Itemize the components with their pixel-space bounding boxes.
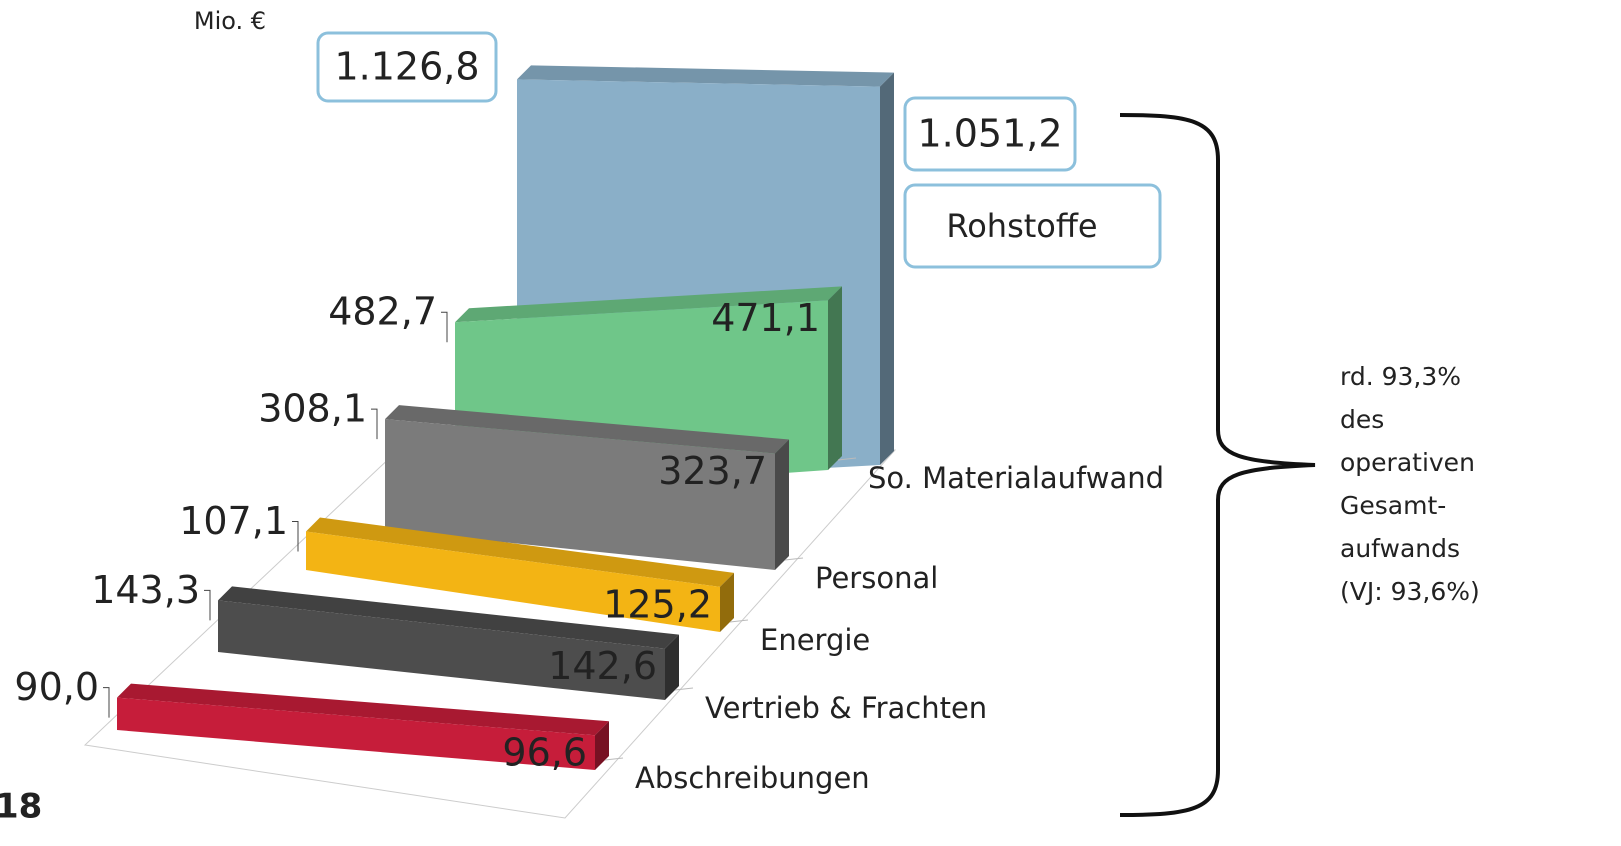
tick <box>674 687 694 691</box>
value-label: 482,7 <box>328 290 437 334</box>
annotation-line: aufwands <box>1340 534 1460 563</box>
bar-side <box>828 286 842 470</box>
value-label: 125,2 <box>603 582 712 626</box>
leader <box>204 589 211 621</box>
bar <box>218 600 665 700</box>
value-label: 1.051,2 <box>917 112 1062 156</box>
bar-side <box>665 634 679 700</box>
label-box <box>903 96 1077 172</box>
annotation-line: operativen <box>1340 448 1475 477</box>
bar-top <box>117 683 609 736</box>
leader <box>441 311 448 343</box>
bar-top <box>455 286 842 323</box>
value-label: 90,0 <box>14 665 99 709</box>
unit-label: Mio. € <box>194 7 266 35</box>
tick <box>729 619 749 623</box>
value-label: 308,1 <box>258 387 367 431</box>
value-label: 96,6 <box>502 731 587 775</box>
annotation-line: des <box>1340 405 1384 434</box>
category-label: Abschreibungen <box>635 761 870 795</box>
bar-side <box>595 721 609 770</box>
leader <box>292 520 299 552</box>
value-label: 143,3 <box>91 568 200 612</box>
bar-top <box>385 405 789 454</box>
tick <box>604 757 624 761</box>
category-label: Personal <box>815 561 938 595</box>
bar-side <box>720 572 734 632</box>
leader <box>103 687 110 718</box>
label-box <box>316 31 498 103</box>
annotation-line: (VJ: 93,6%) <box>1340 577 1480 606</box>
tick <box>837 457 857 461</box>
bar <box>306 531 720 632</box>
bar-side <box>775 439 789 570</box>
annotation: rd. 93,3% des operativen Gesamt-aufwands (VJ… <box>1340 362 1480 606</box>
bar-side <box>880 72 894 466</box>
tick <box>784 557 804 561</box>
label-box <box>903 183 1162 269</box>
bar-top <box>517 65 894 87</box>
value-label: 323,7 <box>658 449 767 493</box>
bar <box>117 697 595 770</box>
category-label: Vertrieb & Frachten <box>705 691 987 725</box>
value-label: 142,6 <box>548 644 657 688</box>
brace <box>1119 113 1316 817</box>
bar <box>385 419 775 570</box>
bar-top <box>218 586 679 649</box>
value-label: 1.126,8 <box>334 45 479 89</box>
bar-top <box>306 517 734 587</box>
value-label: 471,1 <box>711 296 820 340</box>
category-label: So. Materialaufwand <box>868 461 1164 495</box>
category-label: Rohstoffe <box>946 207 1097 245</box>
annotation-line: rd. 93,3% <box>1340 362 1461 391</box>
footer: 18 <box>0 787 42 827</box>
value-label: 107,1 <box>179 499 288 543</box>
leader <box>371 408 378 440</box>
annotation-line: Gesamt- <box>1340 491 1446 520</box>
category-label: Energie <box>760 623 870 657</box>
